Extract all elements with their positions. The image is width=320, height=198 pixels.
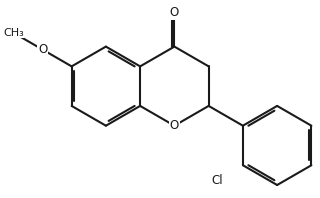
Text: O: O (38, 43, 47, 56)
Text: CH₃: CH₃ (3, 28, 24, 38)
Text: O: O (170, 7, 179, 19)
Text: O: O (170, 119, 179, 132)
Text: Cl: Cl (212, 174, 223, 187)
